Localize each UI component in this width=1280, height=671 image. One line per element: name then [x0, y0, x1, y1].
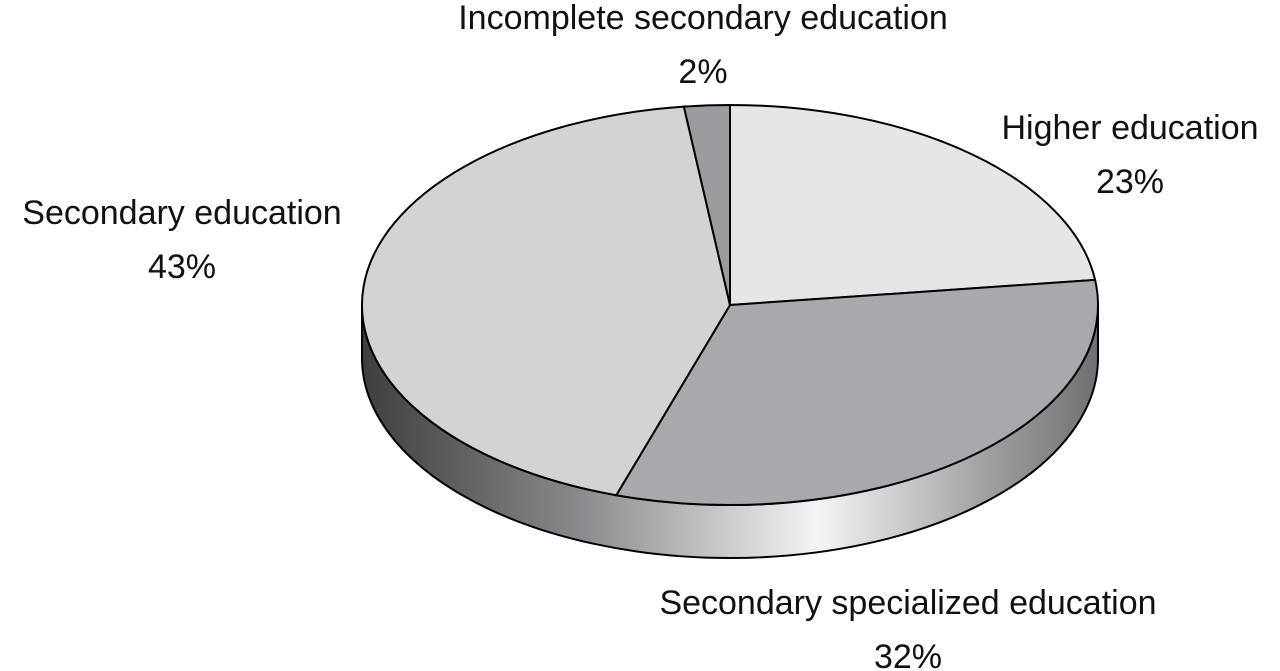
slice-label: Higher education	[1001, 109, 1258, 147]
slice-value-label: 43%	[148, 248, 216, 286]
slice-value-label: 2%	[678, 53, 727, 91]
pie-slice	[682, 103, 731, 306]
pie-slice	[361, 105, 732, 497]
slice-label: Secondary education	[22, 194, 341, 232]
pie-slice	[729, 103, 1097, 307]
slice-value-label: 23%	[1096, 163, 1164, 201]
pie-slice	[614, 278, 1099, 506]
slice-label: Incomplete secondary education	[458, 0, 948, 37]
slice-value-label: 32%	[874, 638, 942, 671]
slice-label: Secondary specialized education	[659, 584, 1156, 622]
